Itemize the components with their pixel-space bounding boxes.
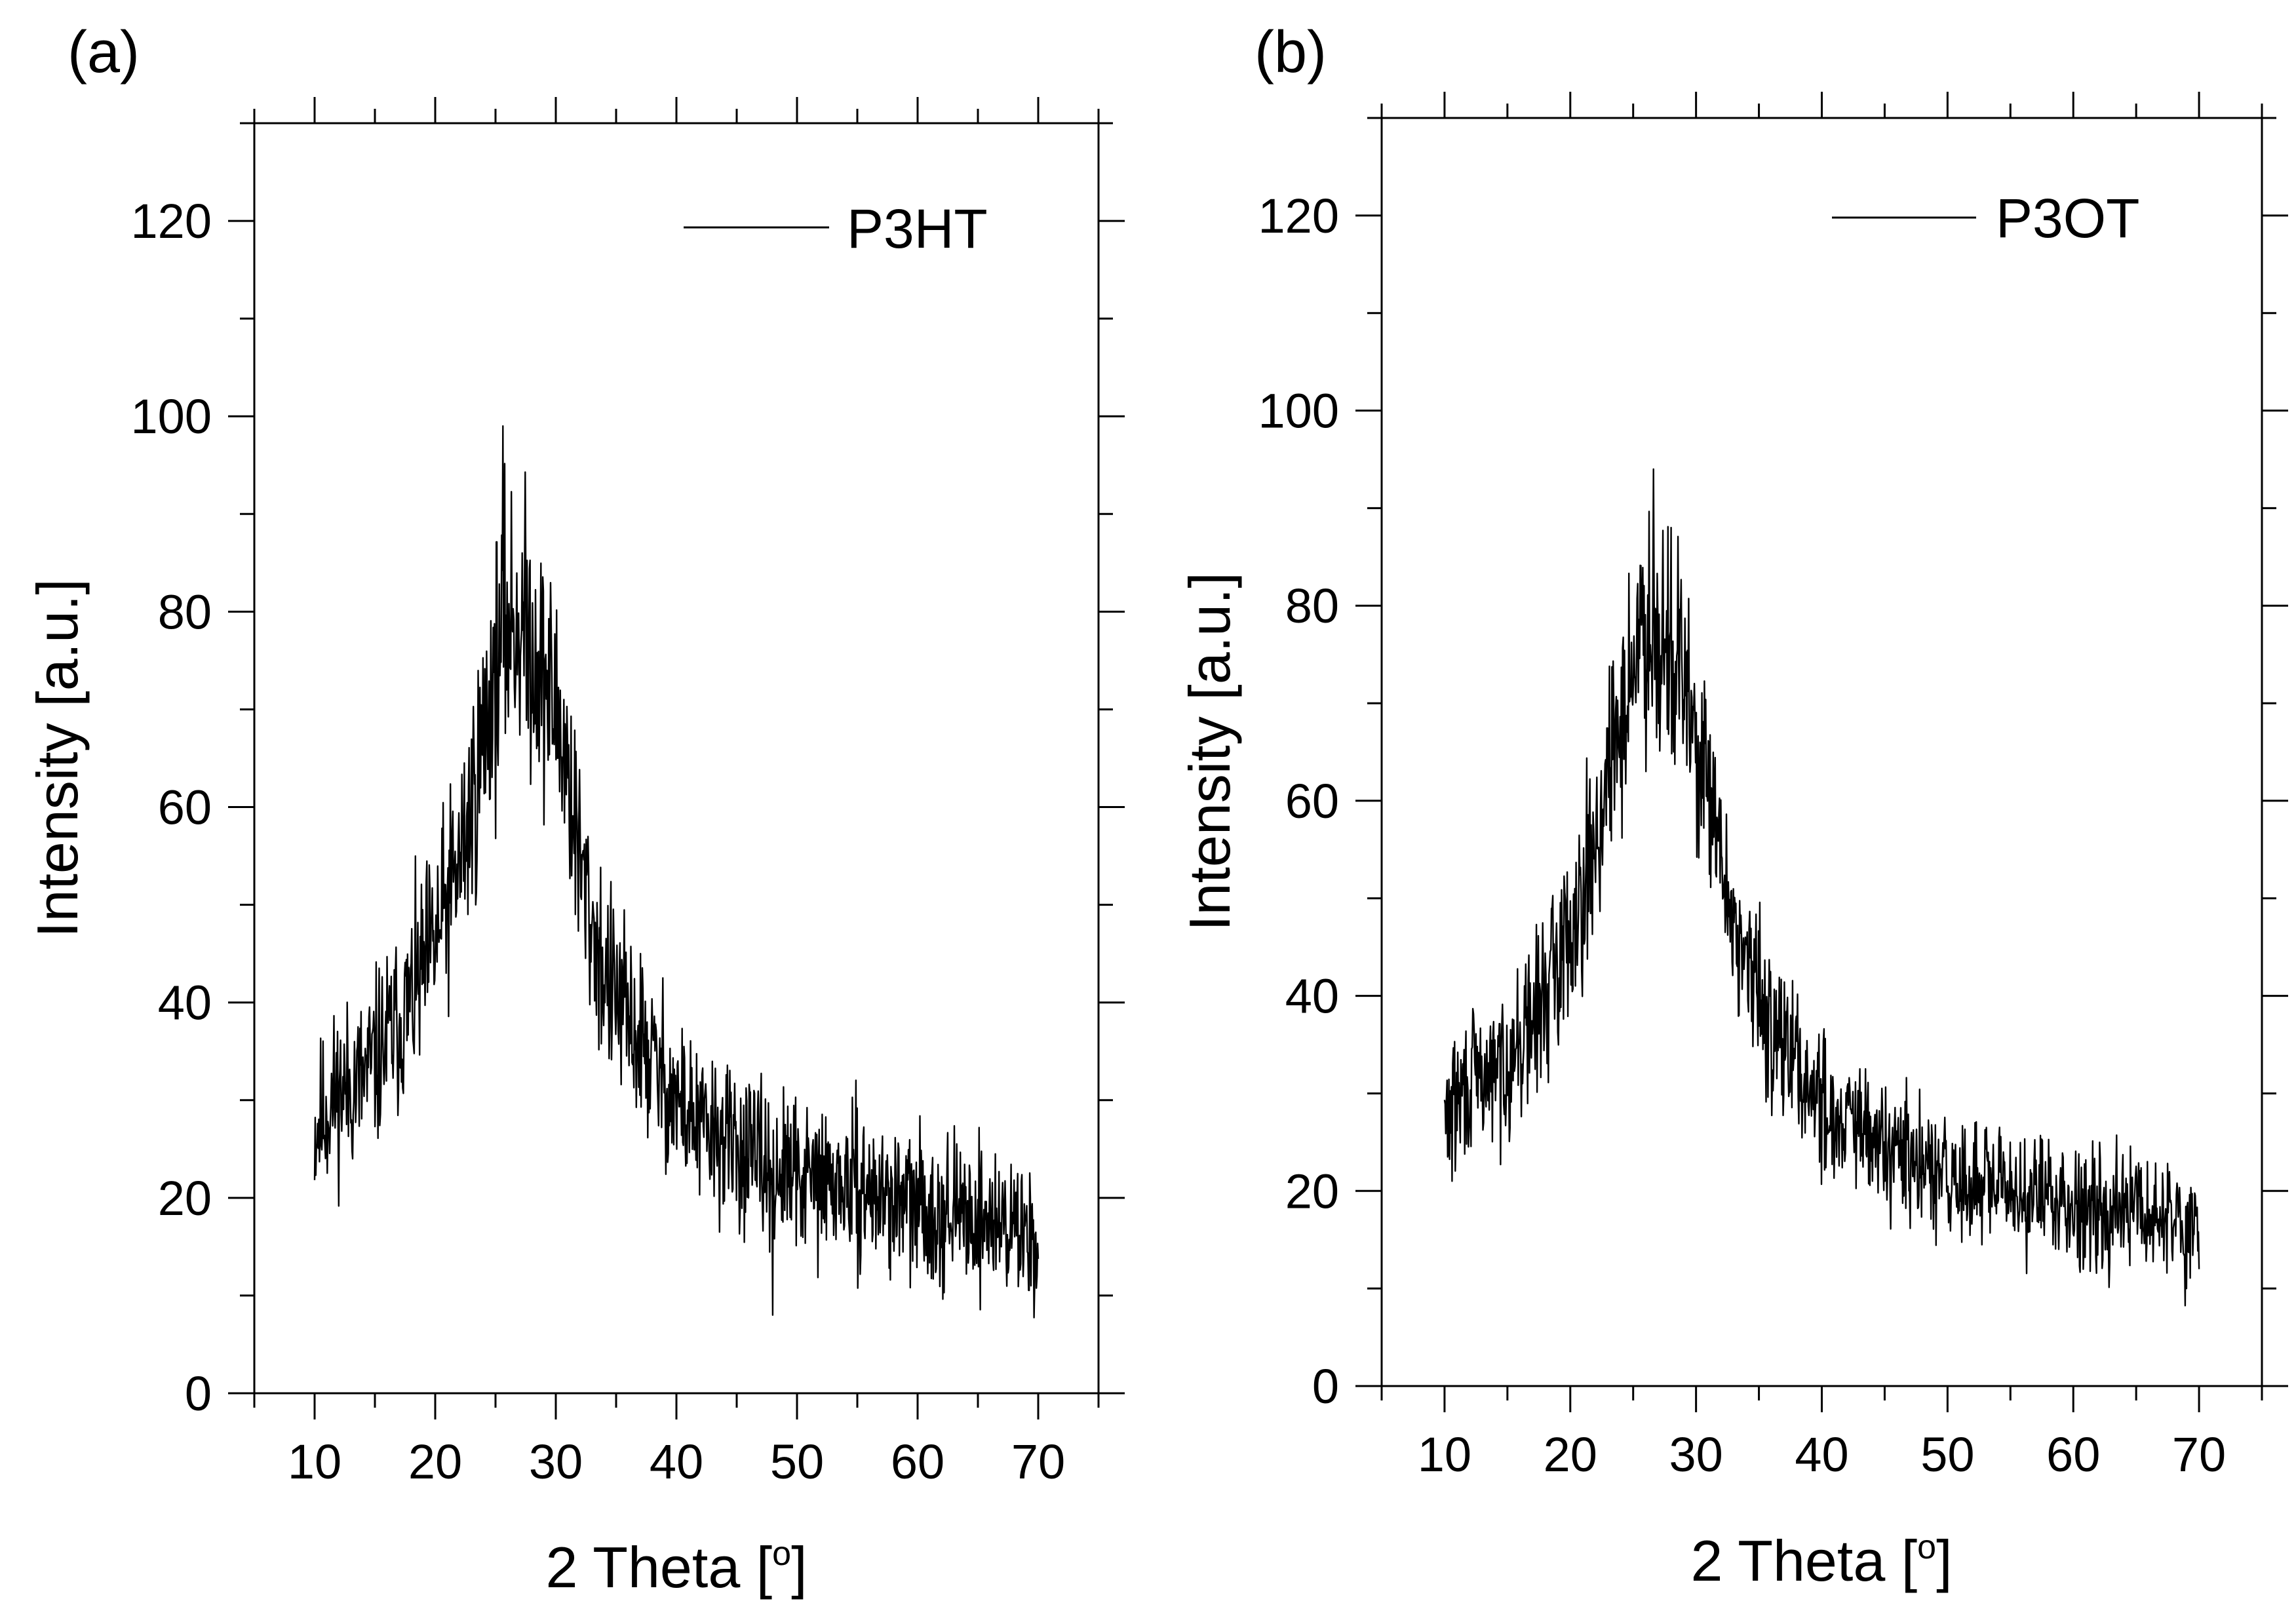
x-tick-label: 20 [1544,1427,1597,1482]
panel-a-x-tick-labels: 10 20 30 40 50 60 70 [288,1435,1065,1489]
x-tick-label: 40 [1795,1427,1848,1482]
y-tick-label: 80 [158,585,212,639]
panel-b-x-tick-labels: 10 20 30 40 50 60 70 [1418,1427,2226,1482]
y-tick-label: 120 [1258,189,1339,243]
panel-a-x-axis-title: 2 Theta [o] [545,1535,807,1600]
y-tick-label: 120 [131,194,212,248]
y-tick-label: 0 [1312,1359,1339,1414]
panel-a-label: (a) [68,20,140,85]
panel-a-y-tick-labels: 0 20 40 60 80 100 120 [131,194,212,1421]
y-tick-label: 40 [1285,969,1339,1024]
panel-b-series-p3ot-line [1443,468,2200,1307]
x-tick-label: 30 [1669,1427,1722,1482]
panel-b-legend-label: P3OT [1996,187,2139,249]
panel-b-y-axis-title: Intensity [a.u.] [1177,572,1242,931]
y-tick-label: 60 [1285,774,1339,828]
panel-a-series-p3ht-line [313,425,1040,1319]
x-tick-label: 20 [408,1435,462,1489]
panel-a-legend-label: P3HT [847,198,988,260]
y-tick-label: 40 [158,976,212,1030]
y-tick-label: 20 [158,1171,212,1225]
y-tick-label: 20 [1285,1164,1339,1218]
y-tick-label: 0 [185,1366,212,1421]
x-tick-label: 60 [891,1435,944,1489]
y-tick-label: 80 [1285,579,1339,633]
y-tick-label: 60 [158,781,212,835]
panel-a-y-axis-title: Intensity [a.u.] [25,579,90,938]
x-tick-label: 50 [770,1435,824,1489]
x-tick-label: 10 [288,1435,341,1489]
x-tick-label: 60 [2046,1427,2100,1482]
y-tick-label: 100 [1258,384,1339,438]
panel-b-ticks [1355,92,2288,1412]
panel-b-x-axis-title: 2 Theta [o] [1690,1528,1952,1593]
y-tick-label: 100 [131,389,212,444]
x-tick-label: 40 [650,1435,703,1489]
x-tick-label: 30 [529,1435,583,1489]
panel-b-label: (b) [1255,20,1327,85]
x-tick-label: 50 [1920,1427,1974,1482]
panel-a-ticks [228,97,1125,1419]
panel-b-y-tick-labels: 0 20 40 60 80 100 120 [1258,189,1339,1414]
x-tick-label: 70 [1011,1435,1065,1489]
x-tick-label: 70 [2172,1427,2226,1482]
x-tick-label: 10 [1418,1427,1471,1482]
